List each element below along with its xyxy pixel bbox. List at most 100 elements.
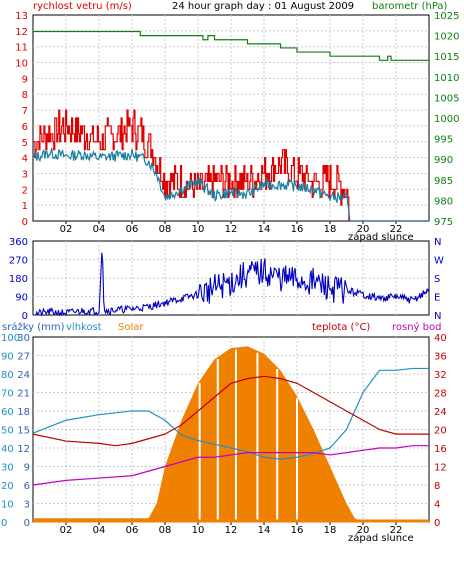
sunset-label-3: západ slunce	[348, 532, 414, 544]
x-tick-label: 04	[93, 525, 106, 536]
x-tick-label: 22	[390, 525, 403, 536]
wind-tick-label: 3	[22, 169, 28, 180]
temperature-tick-label: 36	[434, 352, 447, 363]
wind-tick-label: 2	[22, 185, 28, 196]
compass-label: S	[434, 274, 440, 285]
x-tick-label: 10	[192, 525, 205, 536]
rain-tick-label: 27	[17, 352, 30, 363]
solar-header: Solar	[118, 322, 144, 333]
humidity-line	[32, 367, 429, 460]
wind-gust-line	[33, 109, 429, 222]
direction-tick-label: 180	[9, 274, 28, 285]
x-tick-label: 14	[258, 525, 271, 536]
direction-tick-label: 360	[9, 237, 28, 248]
temperature-tick-label: 16	[434, 444, 447, 455]
temperature-tick-label: 12	[434, 463, 447, 474]
rain-tick-label: 18	[17, 407, 30, 418]
humidity-tick-label: 50	[1, 426, 14, 437]
wind-tick-label: 9	[22, 74, 28, 85]
compass-label: N	[434, 237, 441, 248]
wind-tick-label: 10	[15, 59, 28, 70]
humidity-tick-label: 0	[1, 518, 7, 529]
x-tick-label: 04	[93, 224, 106, 235]
wind-axis-label: rychlost vetru (m/s)	[33, 1, 132, 12]
pressure-tick-label: 1025	[434, 11, 459, 22]
x-tick-label: 18	[324, 224, 337, 235]
rain-tick-label: 6	[24, 481, 30, 492]
wind-plot-frame	[32, 14, 430, 222]
pressure-tick-label: 990	[434, 155, 453, 166]
direction-tick-label: 90	[15, 293, 28, 304]
x-tick-label: 16	[291, 525, 304, 536]
pressure-tick-label: 975	[434, 217, 453, 228]
humidity-tick-label: 60	[1, 407, 14, 418]
dewpoint-header: rosný bod	[392, 321, 441, 333]
x-tick-label: 22	[390, 224, 403, 235]
temperature-line	[32, 375, 429, 447]
direction-tick-label: 0	[22, 311, 28, 322]
x-tick-label: 14	[258, 224, 271, 235]
x-tick-label: 12	[225, 224, 238, 235]
humidity-tick-label: 20	[1, 481, 14, 492]
temperature-tick-label: 0	[434, 518, 440, 529]
pressure-tick-label: 1000	[434, 114, 459, 125]
dewpoint-line	[32, 445, 429, 486]
rain-tick-label: 21	[17, 389, 30, 400]
temperature-tick-label: 20	[434, 426, 447, 437]
pressure-tick-label: 995	[434, 135, 453, 146]
rain-humidity-temp-panel: srážky (mm) vlhkost Solar teplota (°C) r…	[1, 321, 447, 544]
pressure-line	[33, 30, 429, 61]
x-tick-label: 08	[159, 224, 172, 235]
compass-label: N	[434, 311, 441, 322]
pressure-axis-label: barometr (hPa)	[372, 1, 448, 12]
humidity-tick-label: 100	[1, 333, 20, 344]
wind-tick-label: 1	[22, 201, 28, 212]
wind-tick-label: 11	[15, 43, 28, 54]
pressure-tick-label: 1020	[434, 32, 459, 43]
x-tick-label: 16	[291, 224, 304, 235]
wind-average-line	[32, 147, 429, 222]
wind-tick-label: 0	[22, 217, 28, 228]
temperature-tick-label: 24	[434, 407, 447, 418]
x-tick-label: 10	[192, 224, 205, 235]
x-tick-label: 20	[357, 224, 370, 235]
wind-tick-label: 8	[22, 90, 28, 101]
pressure-tick-label: 1015	[434, 52, 459, 63]
direction-tick-label: 270	[9, 256, 28, 267]
x-tick-label: 08	[159, 525, 172, 536]
wind-tick-label: 6	[22, 122, 28, 133]
wind-direction-line	[33, 252, 430, 317]
rain-tick-label: 30	[17, 333, 30, 344]
x-tick-label: 06	[126, 525, 139, 536]
rain-tick-label: 24	[17, 370, 30, 381]
compass-label: W	[434, 256, 444, 267]
pressure-tick-label: 980	[434, 196, 453, 207]
wind-tick-label: 12	[15, 27, 28, 38]
wind-pressure-panel: rychlost vetru (m/s) 24 hour graph day :…	[15, 1, 459, 243]
temperature-tick-label: 40	[434, 333, 447, 344]
wind-tick-label: 7	[22, 106, 28, 117]
humidity-header: vlhkost	[66, 322, 102, 333]
wind-tick-label: 5	[22, 138, 28, 149]
wind-tick-label: 13	[15, 11, 28, 22]
pressure-tick-label: 985	[434, 176, 453, 187]
humidity-tick-label: 70	[1, 389, 14, 400]
rain-tick-label: 0	[24, 518, 30, 529]
humidity-tick-label: 10	[1, 500, 14, 511]
rain-tick-label: 9	[24, 463, 30, 474]
x-tick-label: 02	[60, 525, 73, 536]
x-tick-label: 18	[324, 525, 337, 536]
temperature-tick-label: 8	[434, 481, 440, 492]
rain-tick-label: 3	[24, 500, 30, 511]
solar-area	[33, 346, 429, 522]
humidity-tick-label: 80	[1, 370, 14, 381]
rain-tick-label: 15	[17, 426, 30, 437]
pressure-tick-label: 1010	[434, 73, 459, 84]
humidity-tick-label: 90	[1, 352, 14, 363]
x-tick-label: 02	[60, 224, 73, 235]
x-tick-label: 06	[126, 224, 139, 235]
humidity-tick-label: 40	[1, 444, 14, 455]
temperature-tick-label: 4	[434, 500, 440, 511]
